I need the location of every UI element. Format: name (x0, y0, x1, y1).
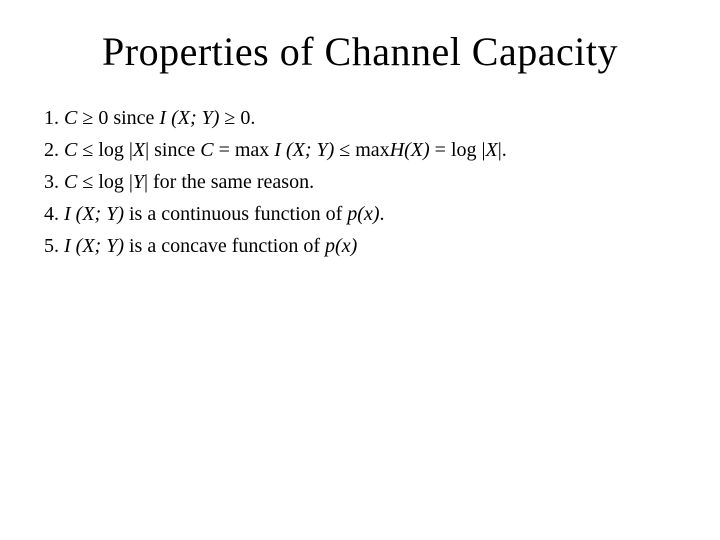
slide-title: Properties of Channel Capacity (0, 0, 720, 103)
item-text: C (64, 139, 82, 161)
item-text: . (380, 203, 385, 225)
list-item: 4. I (X; Y) is a continuous function of … (44, 199, 676, 229)
list-item: 2. C ≤ log |X| since C = max I (X; Y) ≤ … (44, 135, 676, 165)
item-text: I (X; Y) (159, 107, 224, 129)
item-prefix: 3. (44, 171, 64, 193)
item-text: X (486, 139, 498, 161)
item-text: I (X; Y) (274, 139, 339, 161)
item-text: |. (498, 139, 507, 161)
item-text: | for the same reason. (144, 171, 314, 193)
item-text: ≥ 0. (224, 107, 255, 129)
item-text: C (64, 171, 82, 193)
item-prefix: 2. (44, 139, 64, 161)
item-text: ≤ log | (82, 139, 133, 161)
slide-body: 1. C ≥ 0 since I (X; Y) ≥ 0.2. C ≤ log |… (0, 103, 720, 261)
item-text: = max (219, 139, 275, 161)
item-text: C (200, 139, 218, 161)
item-text: = log | (435, 139, 486, 161)
item-text: p(x) (347, 203, 379, 225)
item-text: | since (145, 139, 200, 161)
item-text: Y (133, 171, 144, 193)
list-item: 3. C ≤ log |Y| for the same reason. (44, 167, 676, 197)
item-prefix: 1. (44, 107, 64, 129)
slide: Properties of Channel Capacity 1. C ≥ 0 … (0, 0, 720, 540)
item-text: I (X; Y) (64, 235, 129, 257)
item-text: is a continuous function of (129, 203, 347, 225)
item-text: H(X) (390, 139, 435, 161)
item-prefix: 5. (44, 235, 64, 257)
item-text: p(x) (325, 235, 357, 257)
list-item: 5. I (X; Y) is a concave function of p(x… (44, 231, 676, 261)
item-text: ≥ 0 since (82, 107, 159, 129)
item-text: ≤ log | (82, 171, 133, 193)
item-text: is a concave function of (129, 235, 325, 257)
list-item: 1. C ≥ 0 since I (X; Y) ≥ 0. (44, 103, 676, 133)
item-text: I (X; Y) (64, 203, 129, 225)
item-text: ≤ max (339, 139, 389, 161)
item-text: C (64, 107, 82, 129)
item-prefix: 4. (44, 203, 64, 225)
item-text: X (133, 139, 145, 161)
